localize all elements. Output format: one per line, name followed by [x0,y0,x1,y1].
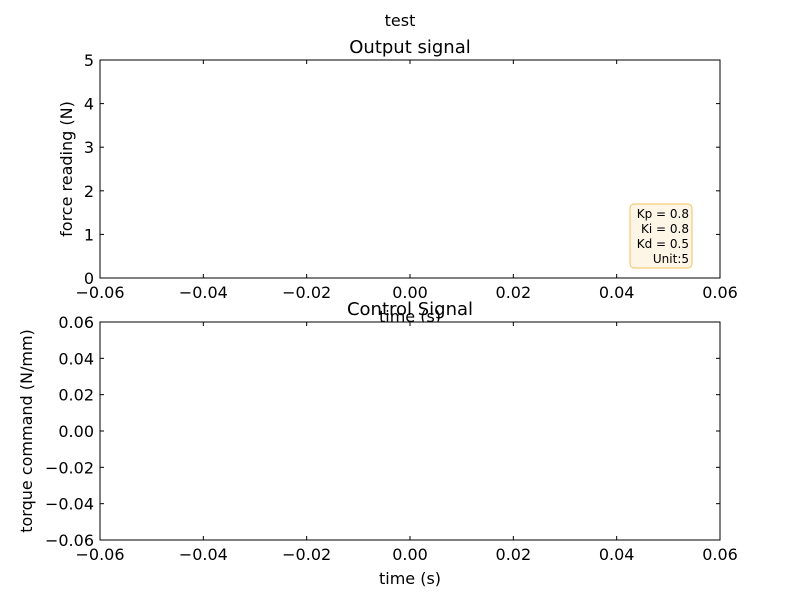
output-x-tick-label: −0.04 [179,283,228,302]
output-y-tick-label: 4 [84,95,94,114]
output-x-tick-label: −0.06 [75,283,124,302]
output-x-tick-label: 0.02 [496,283,532,302]
output-signal-axes: −0.06 −0.04 −0.02 0.00 0.02 0.04 0.06 0 1 2 3 4 5 Out… [57,37,738,326]
control-signal-axes: −0.06 −0.04 −0.02 0.00 0.02 0.04 0.06 −0.06 −0.0… [17,299,738,588]
output-y-tick-label: 3 [84,138,94,157]
output-y-tick-label: 0 [84,269,94,288]
control-x-axis-label: time (s) [379,569,441,588]
control-y-tick-label: 0.00 [58,422,94,441]
output-y-tick-label: 5 [84,51,94,70]
control-x-tick-label: 0.00 [392,545,428,564]
control-y-tick-label: −0.04 [45,495,94,514]
pid-parameters-box [629,203,693,269]
output-x-axis-label: time (s) [379,307,441,326]
control-x-tick-label: −0.04 [179,545,228,564]
output-x-tick-label: 0.06 [702,283,738,302]
control-y-tick-label: 0.04 [58,349,94,368]
control-y-axis-label: torque command (N/mm) [17,329,36,533]
control-plot-area [99,321,721,541]
control-x-tick-label: −0.02 [282,545,331,564]
control-x-tick-label: 0.06 [702,545,738,564]
output-x-tick-label: −0.02 [282,283,331,302]
control-y-tick-label: −0.06 [45,531,94,550]
pid-parameter-line: Kd = 0.5 [637,237,689,251]
output-plot-area [99,59,721,279]
output-y-tick-label: 2 [84,182,94,201]
output-x-tick-label: 0.04 [599,283,635,302]
output-x-tick-label: 0.00 [392,283,428,302]
control-title: Control Signal [347,299,473,320]
pid-parameter-line: Unit:5 [653,252,689,266]
output-y-tick-label: 1 [84,225,94,244]
control-y-tick-label: 0.02 [58,386,94,405]
pid-parameter-line: Kp = 0.8 [637,207,689,221]
figure-suptitle: test [385,11,416,30]
control-y-tick-label: −0.02 [45,458,94,477]
control-x-tick-label: 0.02 [496,545,532,564]
control-x-tick-label: 0.04 [599,545,635,564]
output-y-axis-label: force reading (N) [57,101,76,237]
output-title: Output signal [349,37,471,58]
control-y-tick-label: 0.06 [58,313,94,332]
control-x-tick-label: −0.06 [75,545,124,564]
pid-parameter-line: Ki = 0.8 [641,222,689,236]
